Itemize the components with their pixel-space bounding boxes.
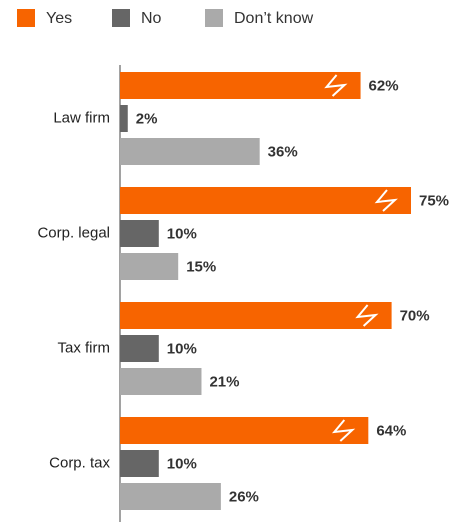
value-label: 26%: [229, 488, 259, 505]
bar: [120, 138, 260, 165]
bar: [120, 220, 159, 247]
value-label: 64%: [376, 422, 406, 439]
bolt-icon: [331, 419, 356, 442]
category-label: Corp. legal: [37, 224, 110, 241]
legend-label: No: [141, 10, 162, 27]
bar: [120, 335, 159, 362]
legend-label: Don’t know: [234, 10, 314, 27]
value-label: 62%: [369, 77, 399, 94]
bar: [120, 105, 128, 132]
value-label: 36%: [268, 143, 298, 160]
bolt-icon: [355, 304, 379, 327]
legend-swatch: [112, 9, 130, 27]
value-label: 15%: [186, 258, 216, 275]
bar: [120, 187, 411, 214]
category-label: Law firm: [53, 109, 110, 126]
value-label: 10%: [167, 340, 197, 357]
bar: [120, 253, 179, 280]
legend-swatch: [205, 9, 223, 27]
category-label: Tax firm: [58, 339, 111, 356]
bar: [120, 450, 159, 477]
bar: [120, 417, 369, 444]
bar: [120, 302, 392, 329]
bolt-icon: [374, 189, 398, 212]
category-label: Corp. tax: [49, 454, 110, 471]
value-label: 70%: [400, 307, 430, 324]
bar: [120, 72, 361, 99]
value-label: 75%: [419, 192, 449, 209]
value-label: 10%: [167, 455, 197, 472]
value-label: 10%: [167, 225, 197, 242]
legend-label: Yes: [46, 10, 72, 27]
bar: [120, 483, 221, 510]
value-label: 21%: [209, 373, 239, 390]
bolt-icon: [324, 74, 348, 97]
legend-swatch: [17, 9, 35, 27]
bar: [120, 368, 202, 395]
value-label: 2%: [136, 110, 158, 127]
